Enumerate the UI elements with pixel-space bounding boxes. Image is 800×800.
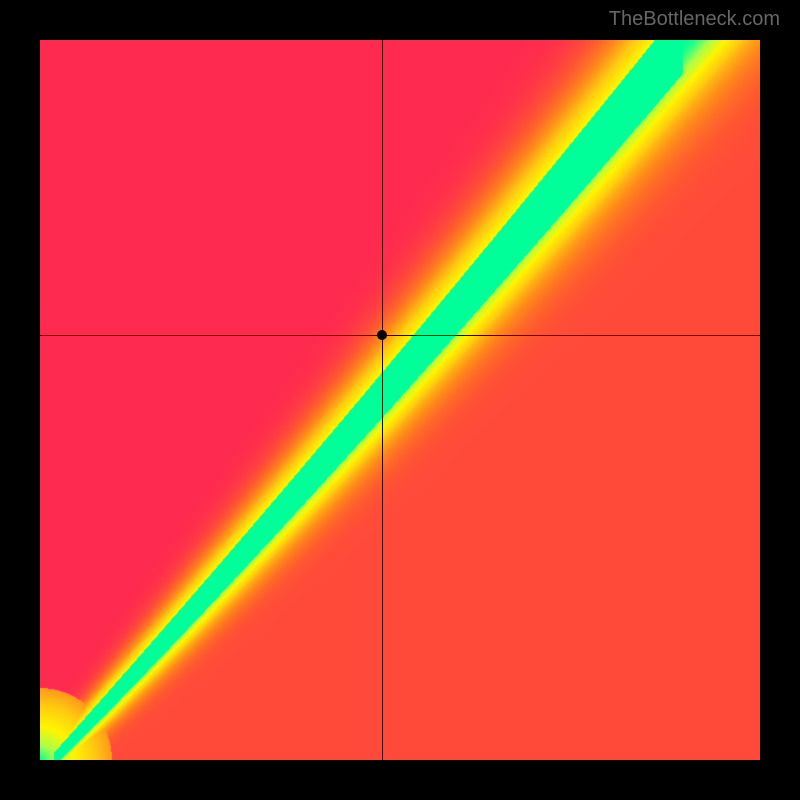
heatmap-plot-area xyxy=(40,40,760,760)
heatmap-canvas xyxy=(40,40,760,760)
selection-marker-dot xyxy=(377,330,387,340)
crosshair-vertical xyxy=(382,40,383,760)
watermark-text: TheBottleneck.com xyxy=(609,8,780,31)
crosshair-horizontal xyxy=(40,335,760,336)
